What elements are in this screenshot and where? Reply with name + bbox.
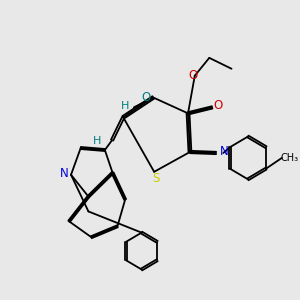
Text: N: N [220,145,228,158]
Text: O: O [189,69,198,82]
Text: CH₃: CH₃ [280,153,298,163]
Text: H: H [121,101,129,111]
Text: S: S [152,172,159,185]
Text: O: O [142,92,151,104]
Text: N: N [60,167,69,180]
Text: H: H [92,136,101,146]
Text: O: O [213,99,223,112]
